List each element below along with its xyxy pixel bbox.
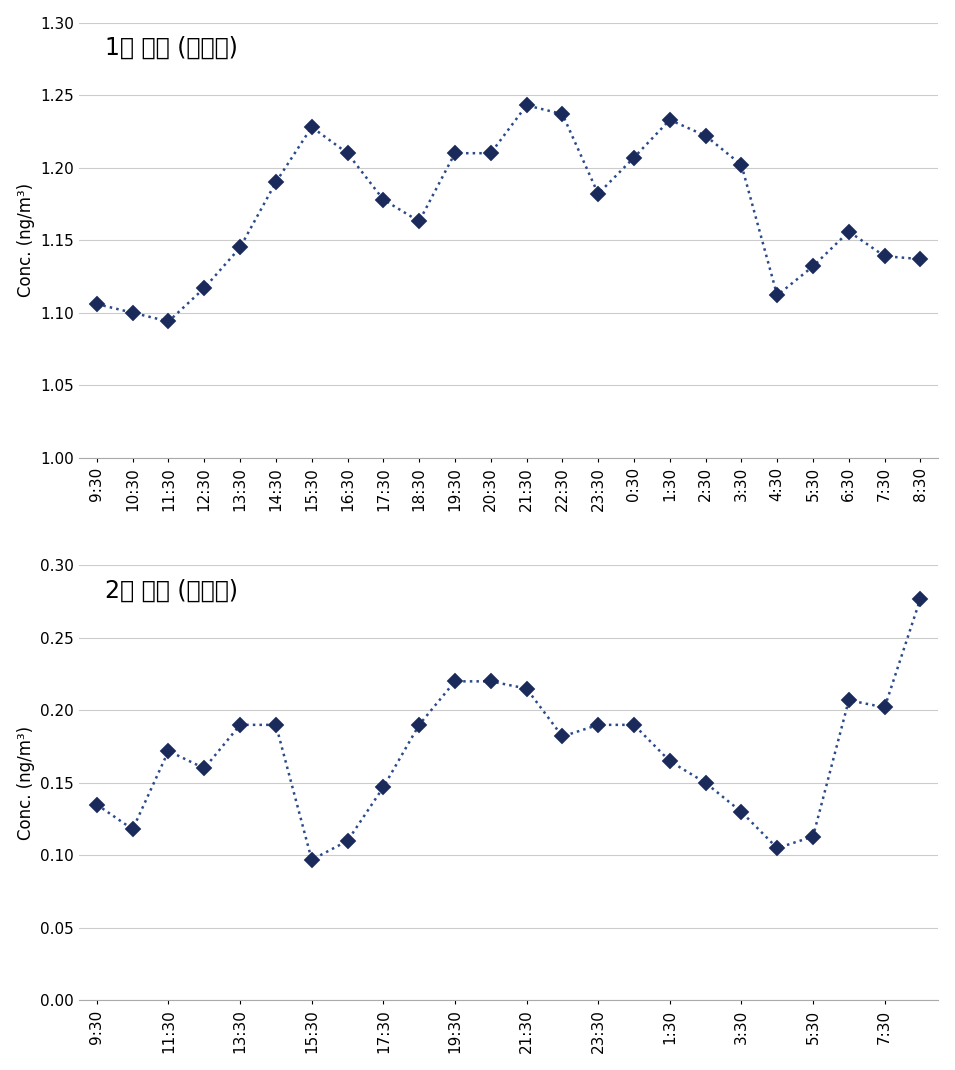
- Text: 2차 조사 (복대동): 2차 조사 (복대동): [105, 579, 238, 602]
- Y-axis label: Conc. (ng/m³): Conc. (ng/m³): [16, 725, 34, 840]
- Text: 1차 조사 (복대동): 1차 조사 (복대동): [105, 35, 238, 60]
- Y-axis label: Conc. (ng/m³): Conc. (ng/m³): [16, 183, 34, 297]
